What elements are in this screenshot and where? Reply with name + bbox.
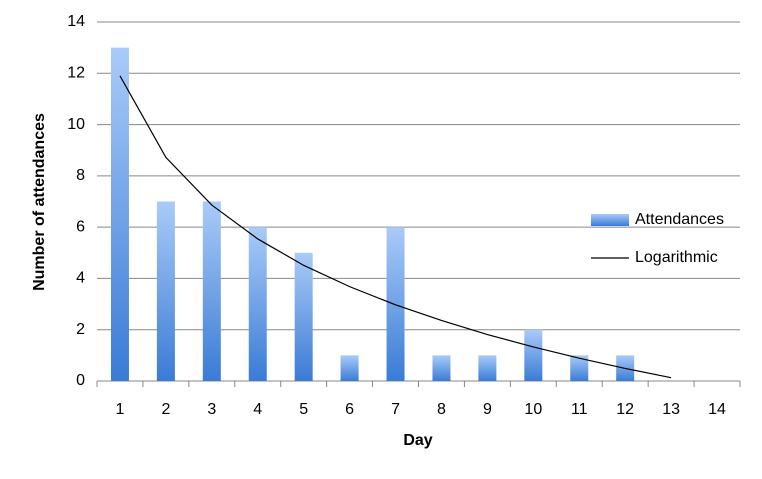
- x-tick-label: 10: [524, 401, 542, 418]
- legend-swatch: [591, 214, 629, 226]
- bar: [478, 355, 497, 381]
- y-tick-label: 12: [67, 65, 85, 82]
- x-tick-label: 14: [708, 401, 726, 418]
- bar: [110, 47, 129, 382]
- x-tick-label: 2: [161, 401, 170, 418]
- legend-label: Logarithmic: [635, 249, 718, 266]
- y-tick-label: 14: [67, 13, 85, 30]
- x-tick-label: 7: [391, 401, 400, 418]
- x-tick-label: 11: [571, 401, 588, 418]
- x-tick-label: 6: [345, 401, 354, 418]
- bar: [340, 355, 359, 381]
- x-tick-label: 9: [483, 401, 492, 418]
- bar: [156, 201, 175, 381]
- bar: [202, 201, 221, 381]
- trendline: [119, 75, 672, 379]
- x-tick-label: 13: [662, 401, 680, 418]
- y-tick-label: 4: [76, 270, 85, 287]
- bar: [570, 355, 589, 381]
- x-tick-label: 8: [437, 401, 446, 418]
- y-tick-label: 8: [76, 167, 85, 184]
- x-axis-title: Day: [403, 432, 432, 449]
- bar: [524, 329, 543, 381]
- x-tick-label: 12: [616, 401, 634, 418]
- y-axis-title: Number of attendances: [31, 113, 48, 291]
- x-tick-label: 5: [299, 401, 308, 418]
- bar: [432, 355, 451, 381]
- y-tick-label: 0: [76, 372, 85, 389]
- legend-label: Attendances: [635, 211, 724, 228]
- bar: [386, 227, 405, 381]
- x-tick-label: 4: [253, 401, 262, 418]
- x-tick-label: 3: [207, 401, 216, 418]
- y-tick-label: 2: [76, 321, 85, 338]
- bar: [294, 252, 313, 381]
- bar: [248, 227, 267, 381]
- y-tick-label: 6: [76, 218, 85, 235]
- y-tick-label: 10: [67, 116, 85, 133]
- x-tick-label: 1: [116, 401, 125, 418]
